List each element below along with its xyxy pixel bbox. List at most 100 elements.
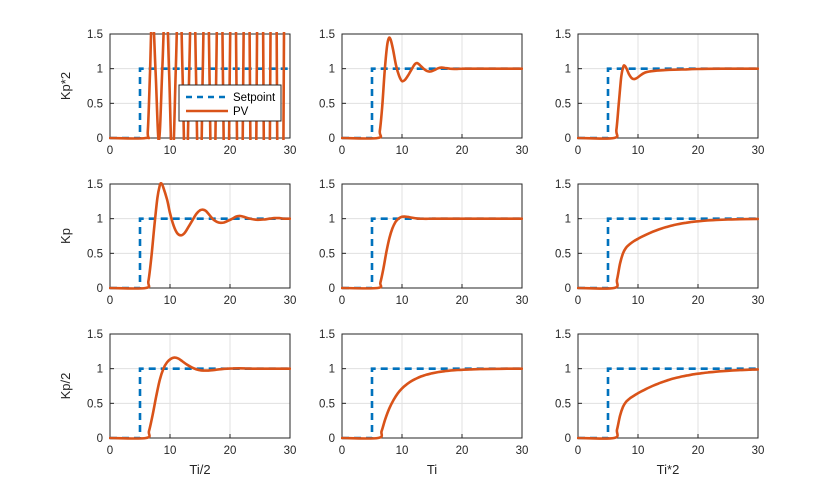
y-tick-label: 1 — [565, 214, 571, 226]
x-tick-label: 30 — [752, 145, 765, 157]
y-tick-label: 0.5 — [319, 98, 335, 110]
y-tick-label: 1.5 — [555, 179, 571, 191]
x-tick-label: 20 — [692, 445, 705, 457]
x-tick-label: 10 — [164, 295, 177, 307]
y-tick-label: 1 — [97, 214, 103, 226]
x-tick-label: 30 — [516, 445, 529, 457]
y-tick-label: 0 — [329, 283, 335, 295]
y-tick-label: 1.5 — [87, 179, 103, 191]
y-tick-label: 0 — [565, 433, 571, 445]
x-tick-label: 20 — [456, 295, 469, 307]
pv-line — [341, 36, 523, 140]
y-tick-label: 0 — [565, 133, 571, 145]
x-tick-label: 10 — [164, 445, 177, 457]
y-tick-label: 1 — [565, 64, 571, 76]
x-tick-label: 10 — [632, 445, 645, 457]
x-tick-label: 10 — [632, 145, 645, 157]
axes-box — [109, 33, 291, 139]
y-tick-label: 1 — [329, 64, 335, 76]
y-tick-label: 0.5 — [555, 98, 571, 110]
x-tick-label: 0 — [339, 295, 345, 307]
y-tick-label: 0 — [97, 133, 103, 145]
pv-line — [577, 217, 759, 290]
y-tick-label: 1.5 — [319, 179, 335, 191]
y-tick-label: 0 — [97, 433, 103, 445]
subplot-0-1: 0 10 20 30 0 0.5 1 1.5 — [319, 29, 528, 157]
subplot-1-2: 0 10 20 30 0 0.5 1 1.5 — [555, 179, 764, 307]
x-tick-label: 30 — [516, 145, 529, 157]
x-tick-label: 10 — [164, 145, 177, 157]
pv-line — [577, 368, 759, 440]
subplot-0-2: 0 10 20 30 0 0.5 1 1.5 — [555, 29, 764, 157]
subplot-1-1: 0 10 20 30 0 0.5 1 1.5 — [319, 179, 528, 307]
x-tick-label: 0 — [339, 145, 345, 157]
y-axis-label: Kp — [58, 228, 73, 244]
y-tick-label: 0 — [329, 433, 335, 445]
y-tick-label: 0.5 — [319, 398, 335, 410]
x-tick-label: 20 — [456, 445, 469, 457]
y-tick-label: 1.5 — [555, 29, 571, 41]
x-tick-label: 20 — [692, 295, 705, 307]
x-tick-label: 20 — [692, 145, 705, 157]
pv-line — [109, 182, 291, 290]
axes-box — [341, 333, 523, 439]
y-tick-label: 0.5 — [87, 248, 103, 260]
legend: Setpoint PV — [178, 84, 282, 122]
x-tick-label: 30 — [284, 445, 297, 457]
pv-line — [577, 64, 759, 140]
pv-line — [341, 367, 523, 440]
x-axis-label: Ti/2 — [189, 462, 210, 477]
y-tick-label: 0 — [97, 283, 103, 295]
x-tick-label: 0 — [575, 295, 581, 307]
x-tick-label: 0 — [575, 445, 581, 457]
y-tick-label: 0.5 — [555, 398, 571, 410]
x-tick-label: 30 — [284, 295, 297, 307]
y-tick-label: 0 — [329, 133, 335, 145]
axes-box — [341, 183, 523, 289]
x-tick-label: 0 — [107, 295, 113, 307]
y-tick-label: 1 — [97, 364, 103, 376]
axes-box — [109, 333, 291, 439]
x-tick-label: 10 — [632, 295, 645, 307]
subplot-2-0: 0 10 20 30 0 0.5 1 1.5 Kp/2 Ti/2 — [58, 329, 296, 477]
subplot-2-1: 0 10 20 30 0 0.5 1 1.5 Ti — [319, 329, 528, 477]
subplot-2-2: 0 10 20 30 0 0.5 1 1.5 Ti*2 — [555, 329, 764, 477]
x-tick-label: 30 — [752, 445, 765, 457]
x-axis-label: Ti — [427, 462, 437, 477]
y-axis-label: Kp/2 — [58, 373, 73, 400]
pv-line — [341, 215, 523, 290]
x-tick-label: 0 — [107, 445, 113, 457]
x-tick-label: 0 — [339, 445, 345, 457]
axes-box — [577, 33, 759, 139]
y-tick-label: 1.5 — [87, 29, 103, 41]
x-tick-label: 0 — [575, 145, 581, 157]
x-tick-label: 30 — [516, 295, 529, 307]
y-tick-label: 0.5 — [555, 248, 571, 260]
y-tick-label: 1 — [329, 214, 335, 226]
y-tick-label: 1 — [329, 364, 335, 376]
x-tick-label: 20 — [224, 145, 237, 157]
y-tick-label: 0.5 — [319, 248, 335, 260]
x-tick-label: 30 — [752, 295, 765, 307]
subplot-1-0: 0 10 20 30 0 0.5 1 1.5 Kp — [58, 179, 296, 307]
x-tick-label: 20 — [224, 295, 237, 307]
x-tick-label: 0 — [107, 145, 113, 157]
y-tick-label: 1.5 — [319, 29, 335, 41]
y-tick-label: 0.5 — [87, 398, 103, 410]
y-axis-label: Kp*2 — [58, 72, 73, 100]
legend-setpoint-label: Setpoint — [233, 92, 276, 104]
x-tick-label: 20 — [224, 445, 237, 457]
pv-line — [109, 356, 291, 440]
y-tick-label: 1.5 — [555, 329, 571, 341]
y-tick-label: 0.5 — [87, 98, 103, 110]
axes-box — [109, 183, 291, 289]
legend-pv-label: PV — [233, 106, 249, 118]
x-tick-label: 30 — [284, 145, 297, 157]
x-tick-label: 20 — [456, 145, 469, 157]
y-tick-label: 1 — [97, 64, 103, 76]
x-axis-label: Ti*2 — [657, 462, 680, 477]
axes-box — [577, 183, 759, 289]
x-tick-label: 10 — [396, 145, 409, 157]
axes-box — [577, 333, 759, 439]
